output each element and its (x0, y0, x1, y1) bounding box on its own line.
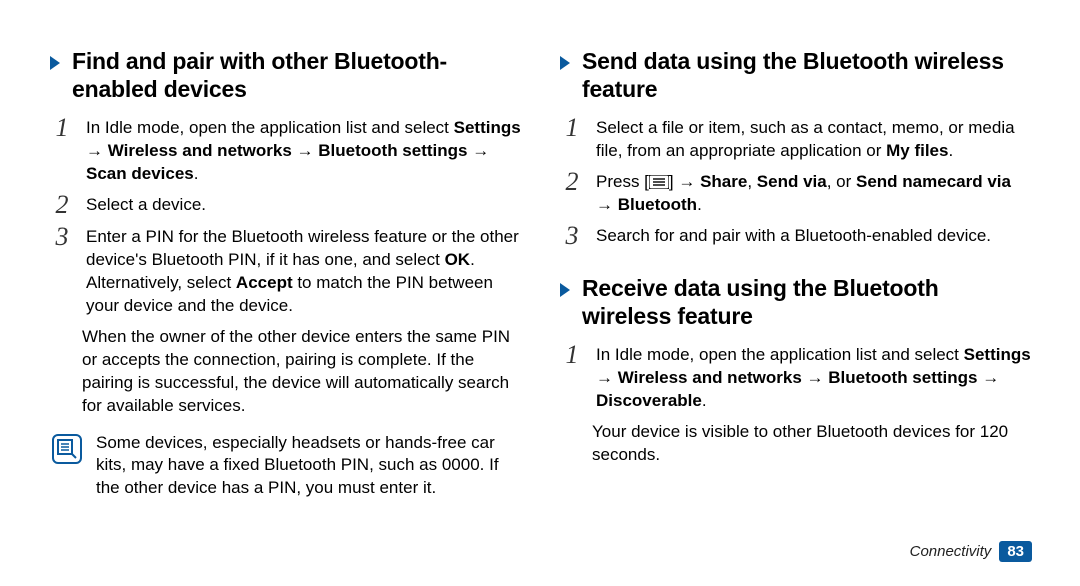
step-item: 2 Select a device. (52, 194, 522, 218)
step-item: 3 Enter a PIN for the Bluetooth wireless … (52, 226, 522, 318)
chevron-icon (558, 281, 572, 299)
chevron-icon (48, 54, 62, 72)
step-item: 1 Select a file or item, such as a contac… (562, 117, 1032, 163)
step-body: Select a file or item, such as a contact… (596, 117, 1032, 163)
page-footer: Connectivity 83 (910, 541, 1032, 562)
right-column: Send data using the Bluetooth wireless f… (558, 48, 1032, 586)
steps-left: 1 In Idle mode, open the application list… (52, 117, 522, 326)
step-item: 2 Press [] → Share, Send via, or Send nam… (562, 171, 1032, 217)
note-icon (52, 434, 82, 464)
step-body: Search for and pair with a Bluetooth-ena… (596, 225, 1032, 248)
steps-receive: 1 In Idle mode, open the application list… (562, 344, 1032, 421)
step-body: Press [] → Share, Send via, or Send name… (596, 171, 1032, 217)
footer-section: Connectivity (910, 543, 992, 560)
step-item: 1 In Idle mode, open the application list… (562, 344, 1032, 413)
heading-text: Send data using the Bluetooth wireless f… (582, 48, 1032, 103)
step-number: 2 (562, 169, 582, 195)
note-text: Some devices, especially headsets or han… (96, 432, 522, 501)
step-body: In Idle mode, open the application list … (86, 117, 522, 186)
step-number: 3 (562, 223, 582, 249)
steps-send: 1 Select a file or item, such as a contac… (562, 117, 1032, 257)
section-heading-receive: Receive data using the Bluetooth wireles… (558, 275, 1032, 330)
footer-page-number: 83 (999, 541, 1032, 562)
heading-text: Receive data using the Bluetooth wireles… (582, 275, 1032, 330)
step-body: Enter a PIN for the Bluetooth wireless f… (86, 226, 522, 318)
note-box: Some devices, especially headsets or han… (52, 432, 522, 501)
step-number: 1 (562, 115, 582, 141)
step-number: 1 (562, 342, 582, 368)
continuation-left: When the owner of the other device enter… (82, 326, 522, 418)
step-number: 1 (52, 115, 72, 141)
left-column: Find and pair with other Bluetooth-enabl… (48, 48, 522, 586)
step-body: In Idle mode, open the application list … (596, 344, 1032, 413)
menu-key-icon (649, 175, 669, 189)
step-item: 3 Search for and pair with a Bluetooth-en… (562, 225, 1032, 249)
step-item: 1 In Idle mode, open the application list… (52, 117, 522, 186)
chevron-icon (558, 54, 572, 72)
step-number: 3 (52, 224, 72, 250)
step-body: Select a device. (86, 194, 522, 217)
page-root: Find and pair with other Bluetooth-enabl… (48, 48, 1032, 586)
section-heading-send: Send data using the Bluetooth wireless f… (558, 48, 1032, 103)
step-number: 2 (52, 192, 72, 218)
heading-text: Find and pair with other Bluetooth-enabl… (72, 48, 522, 103)
section-heading-pair: Find and pair with other Bluetooth-enabl… (48, 48, 522, 103)
continuation-receive: Your device is visible to other Bluetoot… (592, 421, 1032, 467)
